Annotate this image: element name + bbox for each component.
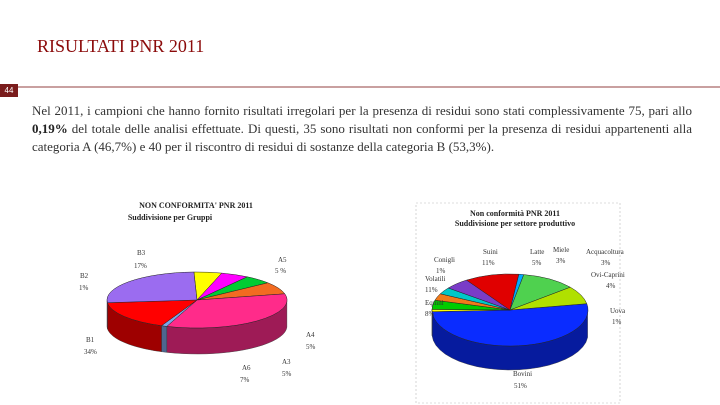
value-acquacoltura: 3% [601, 259, 611, 267]
label-a4: A4 [306, 331, 315, 339]
chart-sectors-pie [431, 273, 589, 371]
slide-title: RISULTATI PNR 2011 [37, 36, 205, 56]
sectors-pie-slice-0 [431, 303, 589, 347]
label-b2: B2 [80, 272, 89, 280]
chart-sectors: Non conformità PNR 2011 Suddivisione per… [415, 202, 626, 404]
label-volatili: Volatili [425, 275, 446, 283]
chart-groups-pie [106, 271, 288, 355]
chart-groups-title: NON CONFORMITA' PNR 2011 [139, 201, 253, 210]
value-a5: 5 % [275, 267, 286, 275]
label-bovini: Bovini [513, 370, 532, 378]
paragraph-part-1: Nel 2011, i campioni che hanno fornito r… [32, 103, 692, 118]
value-a3: 5% [282, 370, 292, 378]
value-latte: 5% [532, 259, 542, 267]
value-volatili: 11% [425, 286, 438, 294]
value-conigli: 1% [436, 267, 446, 275]
label-a5: A5 [278, 256, 287, 264]
label-a3: A3 [282, 358, 291, 366]
label-latte: Latte [530, 248, 544, 256]
label-uova: Uova [610, 307, 626, 315]
label-ovi-caprini: Ovi-Caprini [591, 271, 625, 279]
label-a6: A6 [242, 364, 251, 372]
label-b3: B3 [137, 249, 146, 257]
value-suini: 11% [482, 259, 495, 267]
page-number-tab [0, 84, 18, 97]
groups-pie-slice-7 [106, 271, 198, 303]
groups-pie-slice-6 [107, 299, 198, 326]
value-bovini: 51% [514, 382, 527, 390]
label-equini: Equini [425, 299, 444, 307]
value-a4: 5% [306, 343, 316, 351]
paragraph-highlight: 0,19% [32, 121, 68, 136]
value-ovi-caprini: 4% [606, 282, 616, 290]
chart-sectors-subtitle: Suddivisione per settore produttivo [455, 219, 575, 228]
label-b1: B1 [86, 336, 95, 344]
label-acquacoltura: Acquacoltura [586, 248, 625, 256]
value-b1: 34% [84, 348, 97, 356]
label-suini: Suini [483, 248, 498, 256]
page-number: 44 [4, 86, 14, 95]
paragraph-part-2: del totale delle analisi effettuate. Di … [32, 121, 692, 154]
value-a6: 7% [240, 376, 250, 384]
value-equini: 8% [425, 310, 435, 318]
value-b3: 17% [134, 262, 147, 270]
body-paragraph: Nel 2011, i campioni che hanno fornito r… [32, 102, 692, 156]
label-conigli: Conigli [434, 256, 455, 264]
value-uova: 1% [612, 318, 622, 326]
chart-groups-subtitle: Suddivisione per Gruppi [128, 213, 213, 222]
value-miele: 3% [556, 257, 566, 265]
title-divider [0, 86, 720, 88]
groups-pie-slice-4 [166, 293, 288, 329]
value-b2: 1% [79, 284, 89, 292]
sectors-pie-slice-9 [509, 286, 588, 311]
chart-groups: NON CONFORMITA' PNR 2011 Suddivisione pe… [79, 201, 316, 384]
groups-pie-slice-side-5 [161, 325, 167, 353]
chart-sectors-title: Non conformità PNR 2011 [470, 209, 560, 218]
label-miele: Miele [553, 246, 569, 254]
